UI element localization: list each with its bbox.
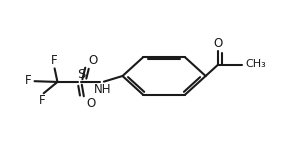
Text: NH: NH — [94, 83, 111, 97]
Text: O: O — [213, 37, 222, 50]
Text: F: F — [51, 54, 57, 67]
Text: S: S — [77, 69, 85, 81]
Text: CH₃: CH₃ — [246, 59, 266, 69]
Text: F: F — [39, 94, 46, 107]
Text: O: O — [87, 97, 96, 110]
Text: F: F — [24, 74, 31, 87]
Text: O: O — [88, 54, 97, 67]
